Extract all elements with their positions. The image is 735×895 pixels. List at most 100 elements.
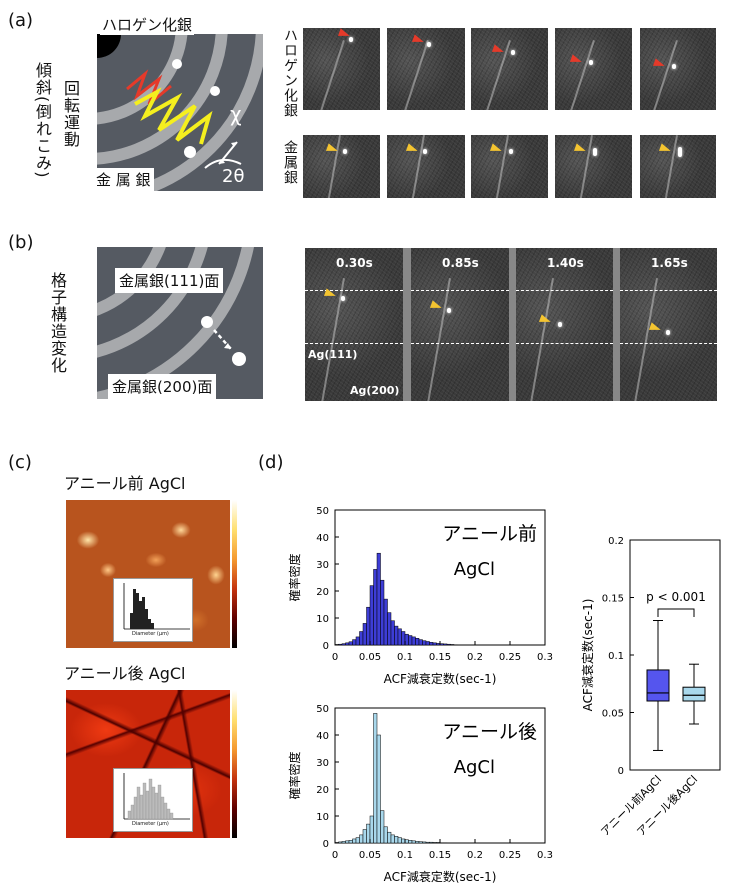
schematic-a-drawing: [97, 34, 263, 191]
hist-before-xtick-label: 0.1: [397, 652, 413, 663]
hist-before-bar: [338, 643, 343, 646]
hist-before-bar: [345, 642, 350, 646]
timestamp-4: 1.65s: [651, 256, 688, 270]
hist-after-bar: [415, 841, 420, 844]
hist-after-xtick-label: 0.25: [499, 850, 521, 861]
hist-after-bar: [341, 841, 346, 844]
hist-before-bar: [348, 641, 353, 646]
hist-after-bar: [366, 823, 371, 844]
hist-after-ylabel: 確率密度: [287, 751, 302, 799]
schematic-b-top-label: 金属銀(111)面: [115, 268, 224, 293]
histogram-before: 0 0.05 0.1 0.15 0.2 0.25 0.3 0 10 20 30 40 50 ACF減衰定数…: [287, 506, 553, 686]
hist-after-bar: [436, 842, 441, 844]
hist-before-bar: [352, 639, 357, 646]
afm-colorbar-before: [232, 500, 237, 648]
hist-after-xtick-label: 0.1: [397, 850, 413, 861]
hist-before-bar: [450, 644, 455, 646]
hist-before-bar: [359, 631, 364, 646]
micrograph-silver-5: [640, 135, 716, 198]
hist-before-subtitle: AgCl: [454, 559, 495, 580]
hist-after-bar: [380, 810, 385, 844]
hist-before-ylabel: 確率密度: [287, 553, 302, 601]
afm-inset-before-plot: [123, 583, 190, 630]
hist-after-bar: [408, 840, 413, 844]
hist-after-bar: [401, 838, 406, 844]
hist-after-ytick-label: 20: [316, 785, 329, 796]
timelapse-frame-4: [620, 248, 717, 401]
boxplot-ytick-label: 0: [618, 766, 624, 777]
hist-before-xtick-label: 0.15: [429, 652, 451, 663]
boxplot-category-label: アニール前AgCl: [598, 772, 664, 838]
inset-xlabel-after: Diameter (µm): [132, 821, 169, 827]
hist-after-bar: [376, 734, 381, 844]
hist-after-ytick-label: 10: [316, 812, 329, 823]
hist-before-bar: [362, 623, 367, 646]
hist-before-xtick-label: 0.25: [499, 652, 521, 663]
hist-after-ytick-label: 0: [323, 839, 329, 850]
hist-after-bar: [383, 826, 388, 844]
hist-before-title: アニール前: [442, 523, 537, 545]
hist-before-bar: [404, 633, 409, 646]
hist-after-bar: [355, 837, 360, 844]
hist-before-bar: [411, 636, 416, 646]
schematic-a-bottom-label: 金 属 銀: [93, 168, 154, 191]
hist-before-bar: [397, 628, 402, 646]
row-label-metal-silver: 金属銀: [282, 140, 298, 185]
hist-after-xlabel: ACF減衰定数(sec-1): [384, 869, 497, 884]
hist-after-bar: [387, 831, 392, 844]
hist-after-bar: [404, 839, 409, 844]
afm-inset-before: Diameter (µm): [113, 578, 193, 642]
hist-before-bar: [341, 643, 346, 646]
micrograph-halide-4: [555, 28, 632, 110]
hist-before-xlabel: ACF減衰定数(sec-1): [384, 671, 497, 686]
boxplot-ylabel: ACF減衰定数(sec-1): [580, 599, 595, 712]
hist-before-bar: [376, 552, 381, 646]
hist-before-bar: [380, 579, 385, 646]
hist-before-ytick-label: 40: [316, 533, 329, 544]
chi-symbol: χ: [230, 102, 242, 126]
hist-before-ytick-label: 30: [316, 560, 329, 571]
motion-label-rotation: 回転運動: [61, 80, 80, 148]
micrograph-halide-2: [387, 28, 465, 110]
micrograph-silver-2: [387, 135, 465, 198]
micrograph-silver-1: [303, 135, 380, 198]
timelapse-frame-2: [411, 248, 509, 401]
timelapse-frame-3: [516, 248, 613, 401]
hist-after-bar: [429, 841, 434, 844]
hist-before-bar: [436, 643, 441, 646]
hist-after-bar: [338, 841, 343, 844]
hist-after-xtick-label: 0.3: [537, 850, 553, 861]
hist-after-xtick-label: 0.05: [359, 850, 381, 861]
micrograph-silver-4: [555, 135, 632, 198]
hist-after-ytick-label: 40: [316, 731, 329, 742]
timestamp-2: 0.85s: [442, 256, 479, 270]
hist-after-bar: [345, 840, 350, 844]
micrograph-silver-3: [471, 135, 548, 198]
panel-a-label: (a): [8, 10, 34, 31]
hist-before-bar: [429, 642, 434, 646]
hist-before-bar: [355, 636, 360, 646]
afm-inset-after: Diameter (µm): [113, 768, 193, 832]
schematic-a-top-label: ハロゲン化銀: [100, 14, 195, 35]
hist-before-xtick-label: 0.05: [359, 652, 381, 663]
hist-after-subtitle: AgCl: [454, 757, 495, 778]
hist-after-bar: [359, 834, 364, 844]
row-label-halide: ハロゲン化銀: [282, 28, 298, 118]
lattice-change-label: 格子構造変化: [48, 272, 67, 374]
hist-before-bar: [446, 643, 451, 646]
hist-before-bar: [373, 569, 378, 646]
boxplot-box: [646, 669, 670, 702]
hist-after-bar: [369, 815, 374, 844]
hist-after-xtick-label: 0: [332, 850, 338, 861]
hist-after-bar: [390, 834, 395, 844]
hist-after-bar: [432, 842, 437, 844]
hist-before-bar: [383, 598, 388, 646]
hist-before-ytick-label: 20: [316, 587, 329, 598]
hist-after-bar: [352, 838, 357, 844]
hist-before-bar: [369, 585, 374, 646]
afm-inset-after-plot: [123, 773, 190, 820]
hist-before-bar: [425, 641, 430, 646]
hist-after-ytick-label: 50: [316, 704, 329, 715]
hist-before-xtick-label: 0.2: [467, 652, 483, 663]
hist-before-bar: [390, 620, 395, 646]
